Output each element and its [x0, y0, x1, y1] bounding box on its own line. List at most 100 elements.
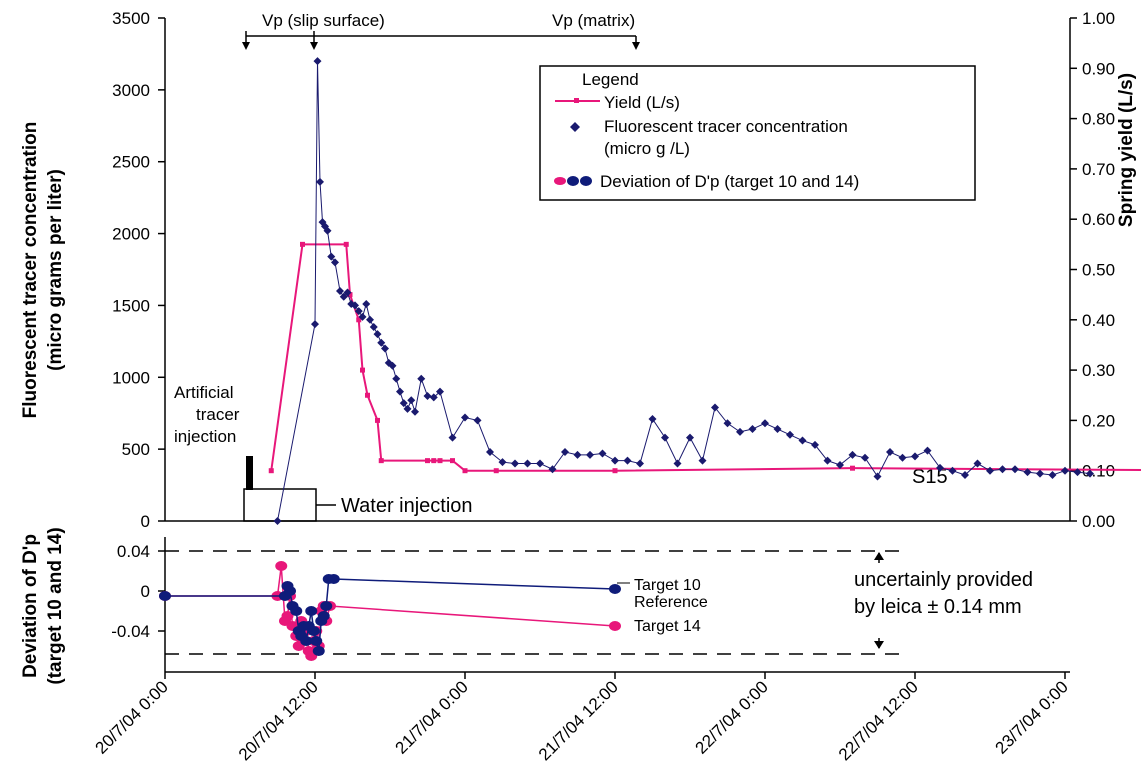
upper-left-tick-label: 500: [122, 440, 150, 459]
tracer-point: [748, 425, 757, 434]
target10-point: [317, 611, 330, 621]
target10-label: Target 10: [634, 577, 701, 594]
target10-point: [290, 606, 303, 616]
lower-y-axis-title-line1: Deviation of D'p: [20, 534, 41, 678]
lower-y-ticks: 0.04 0 -0.04: [111, 542, 165, 641]
tracer-point: [673, 459, 682, 468]
tracer-point: [343, 288, 352, 297]
tracer-point: [1086, 469, 1094, 478]
reference-label: Reference: [634, 594, 708, 611]
upper-left-tick-label: 1500: [112, 296, 150, 315]
tracer-point: [403, 404, 412, 413]
upper-left-tick-label: 1000: [112, 368, 150, 387]
tracer-point: [448, 433, 457, 442]
lower-y-tick-label: -0.04: [111, 622, 150, 641]
yield-point: [850, 465, 855, 471]
target10-point: [300, 636, 313, 646]
tracer-point: [623, 456, 632, 465]
s15-label: S15: [912, 466, 948, 488]
upper-right-tick-label: 0.90: [1082, 59, 1115, 78]
tracer-point: [773, 425, 782, 434]
tracer-point: [711, 403, 719, 412]
upper-right-tick-label: 0.70: [1082, 160, 1115, 179]
yield-point: [425, 458, 430, 464]
legend-deviation-marker-blue2: [580, 176, 592, 186]
uncertainty-label-line1: uncertainly provided: [854, 569, 1033, 591]
tracer-point: [1011, 465, 1019, 474]
x-tick-label: 20/7/04 12:00: [235, 677, 322, 764]
tracer-point: [396, 387, 404, 396]
tracer-point: [358, 312, 367, 321]
tracer-point: [399, 399, 408, 408]
artificial-injection-label-line2: tracer: [196, 405, 240, 424]
tracer-point: [848, 450, 857, 459]
tracer-point: [1023, 468, 1032, 477]
lower-y-tick-label: 0: [141, 582, 150, 601]
tracer-point: [986, 466, 994, 475]
tracer-point: [1073, 468, 1082, 477]
x-tick-label: 22/7/04 0:00: [692, 677, 772, 757]
tracer-point: [723, 419, 732, 428]
upper-right-tick-label: 0.80: [1082, 110, 1115, 129]
tracer-point: [923, 446, 932, 455]
tracer-point: [973, 459, 982, 468]
tracer-point: [786, 430, 794, 439]
x-tick-label: 21/7/04 0:00: [392, 677, 472, 757]
legend-tracer-marker: [570, 122, 580, 132]
yield-point: [300, 241, 305, 247]
tracer-point: [898, 453, 907, 462]
tracer-point: [407, 396, 416, 405]
tracer-point: [811, 440, 819, 449]
upper-left-tick-label: 2000: [112, 225, 150, 244]
yield-point: [375, 417, 380, 423]
target14-point: [281, 611, 294, 621]
lower-x-ticks: 20/7/04 0:00 20/7/04 12:00 21/7/04 0:00 21/…: [92, 672, 1072, 764]
tracer-point: [381, 344, 389, 353]
tracer-point: [311, 320, 319, 329]
legend-yield-label: Yield (L/s): [604, 93, 680, 112]
tracer-point: [392, 374, 401, 383]
upper-right-tick-label: 0.00: [1082, 512, 1115, 531]
upper-right-tick-label: 0.40: [1082, 311, 1115, 330]
legend-title: Legend: [582, 70, 639, 89]
yield-series: [268, 241, 1141, 474]
yield-point: [437, 458, 443, 464]
tracer-point: [473, 416, 482, 425]
tracer-point: [1061, 466, 1069, 475]
tracer-point: [586, 450, 594, 459]
tracer-point: [377, 338, 386, 347]
tracer-point: [273, 517, 282, 525]
tracer-point: [511, 459, 519, 468]
legend-deviation-label: Deviation of D'p (target 10 and 14): [600, 172, 859, 191]
tracer-point: [873, 472, 882, 481]
tracer-point: [998, 465, 1007, 474]
upper-right-tick-label: 1.00: [1082, 9, 1115, 28]
tracer-point: [351, 301, 359, 310]
tracer-point: [331, 258, 339, 267]
target10-line: [165, 578, 616, 652]
tracer-point: [536, 459, 544, 468]
upper-left-tick-label: 3000: [112, 81, 150, 100]
upper-right-tick-label: 0.20: [1082, 411, 1115, 430]
tracer-point: [736, 427, 744, 436]
upper-left-tick-label: 0: [141, 512, 150, 531]
tracer-point: [911, 452, 919, 461]
tracer-point: [648, 414, 657, 423]
lower-y-tick-label: 0.04: [117, 542, 150, 561]
legend-deviation-marker-pink: [554, 177, 566, 185]
legend-tracer-label-line1: Fluorescent tracer concentration: [604, 117, 848, 136]
artificial-injection-label-line3: injection: [174, 427, 236, 446]
tracer-point: [611, 456, 619, 465]
tracer-point: [598, 449, 607, 458]
tracer-point: [548, 465, 557, 474]
upper-y-axis-title-line2: (micro grams per liter): [45, 169, 66, 371]
target10-point: [284, 586, 296, 596]
upper-left-ticks: 0 500 1000 1500 2000 2500 3000 3500: [112, 9, 165, 531]
legend-deviation-marker-blue1: [567, 176, 579, 186]
yield-point: [493, 468, 499, 474]
tracer-point: [823, 456, 832, 465]
yield-point: [431, 458, 437, 464]
tracer-point: [661, 433, 669, 442]
tracer-point: [423, 391, 432, 400]
tracer-point: [354, 307, 363, 316]
